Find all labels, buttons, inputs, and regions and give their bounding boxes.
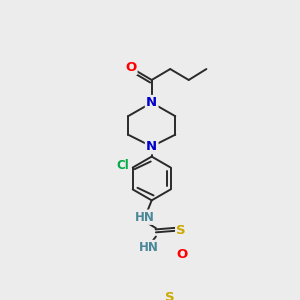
Text: S: S xyxy=(176,224,186,237)
Text: N: N xyxy=(146,96,157,109)
Text: HN: HN xyxy=(135,211,155,224)
Text: S: S xyxy=(165,291,175,300)
Text: N: N xyxy=(146,140,157,153)
Text: Cl: Cl xyxy=(116,158,129,172)
Text: HN: HN xyxy=(139,241,159,254)
Text: O: O xyxy=(176,248,188,261)
Text: O: O xyxy=(125,61,136,74)
